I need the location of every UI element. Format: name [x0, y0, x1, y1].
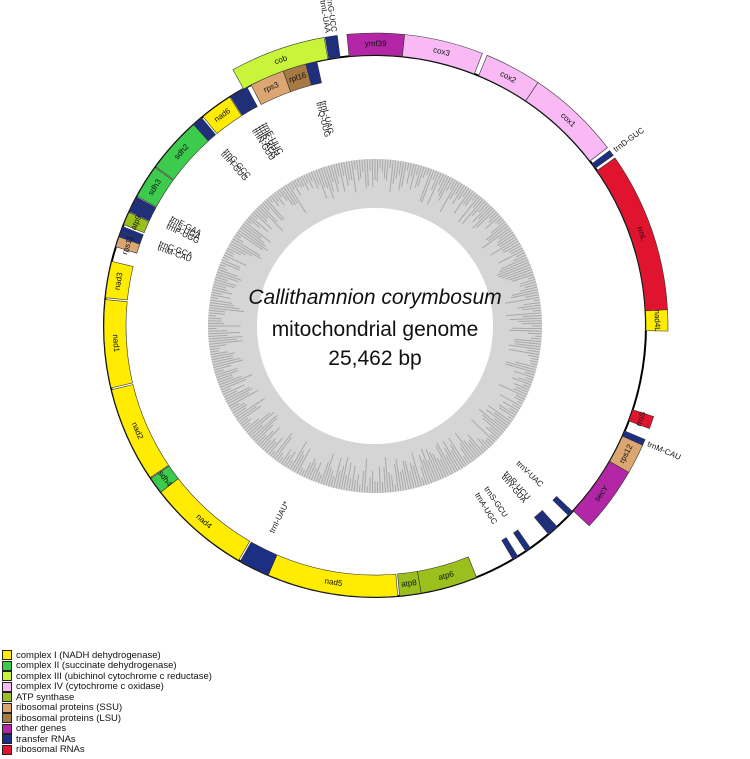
gene-block-rrnl: [596, 157, 668, 312]
gene-block-trng-gcc: [197, 117, 217, 139]
gene-block-nad5: [267, 554, 399, 598]
gene-label-17: atp8: [401, 578, 418, 589]
gene-block-nad2: [111, 384, 169, 478]
gene-label-6: nad4L: [653, 309, 662, 332]
legend-swatch: [2, 744, 12, 755]
gene-label-19: trnI-UAU*: [268, 500, 291, 535]
gene-label-24: nad3: [113, 271, 125, 291]
legend-entry: complex II (succinate dehydrogenase): [2, 660, 212, 672]
gene-block-trns-gcu: [513, 529, 531, 552]
gene-block-nad3: [105, 260, 134, 301]
gene-block-secy: [572, 461, 630, 527]
legend-label: complex I (NADH dehydrogenase): [16, 649, 161, 661]
gene-block-trna-ugc: [501, 537, 519, 560]
legend-entry: transfer RNAs: [2, 734, 212, 745]
gc-ring-inner: [257, 208, 493, 444]
legend-swatch: [2, 681, 12, 692]
gene-label-4: trnD-GUC: [612, 126, 646, 154]
gc-profile-bars: [207, 158, 543, 494]
gene-block-atp9: [123, 211, 150, 234]
legend-swatch: [2, 692, 12, 703]
gene-block-nad1: [103, 299, 133, 389]
gene-block-sdh3: [136, 167, 174, 208]
legend: complex I (NADH dehydrogenase) complex II…: [2, 650, 212, 755]
gene-label-0: ymf39: [365, 39, 387, 48]
gene-block-trnv-uac: [552, 496, 573, 517]
gene-track: [103, 32, 669, 598]
gene-block-rrns: [628, 409, 655, 429]
legend-entry: complex IV (cytochrome c oxidase): [2, 681, 212, 693]
gene-label-16: atp6: [437, 569, 455, 582]
gene-block-sdh4: [150, 465, 179, 493]
legend-swatch: [2, 734, 12, 745]
gc-content-ring: [207, 158, 543, 494]
gene-label-45: cob: [273, 53, 289, 66]
species-name: Callithamnion corymbosum: [248, 286, 502, 309]
gene-block-trnm-cau: [118, 231, 142, 245]
legend-entry: complex III (ubichinol cytochrome c redu…: [2, 671, 212, 682]
gene-block-nad6: [202, 96, 242, 135]
gene-label-23: nad1: [111, 334, 121, 353]
legend-swatch: [2, 650, 12, 661]
legend-entry: other genes: [2, 723, 212, 735]
gene-block-nad4l: [645, 309, 669, 332]
genome-type: mitochondrial genome: [271, 318, 479, 341]
gene-label-18: nad5: [324, 576, 344, 588]
legend-label: ribosomal proteins (SSU): [16, 702, 123, 714]
legend-label: ribosomal proteins (LSU): [16, 712, 122, 724]
legend-label: ATP synthase: [16, 691, 75, 703]
legend-swatch: [2, 702, 12, 713]
gene-block-cox1: [525, 82, 608, 162]
gene-block-trnf-gaa: [133, 196, 157, 213]
gene-block-trny-gua: [533, 513, 554, 535]
legend-swatch: [2, 660, 12, 671]
gene-block-trnc-gca: [120, 226, 144, 240]
gene-block-atp8: [397, 571, 422, 597]
legend-label: other genes: [16, 723, 67, 735]
legend-entry: complex I (NADH dehydrogenase): [2, 650, 212, 661]
legend-swatch: [2, 723, 12, 734]
legend-swatch: [2, 713, 12, 724]
gene-block-trni-uau-: [239, 541, 278, 576]
legend-swatch: [2, 671, 12, 682]
genome-length: 25,462 bp: [328, 347, 422, 370]
legend-label: transfer RNAs: [16, 733, 76, 745]
legend-label: ribosomal RNAs: [16, 744, 85, 756]
legend-entry: ribosomal proteins (SSU): [2, 702, 212, 714]
gene-block-trns-uga: [131, 201, 154, 217]
legend-label: complex III (ubichinol cytochrome c redu…: [16, 670, 212, 682]
gene-label-1: cox3: [432, 45, 451, 58]
gene-block-trnd-guc: [591, 150, 614, 169]
gene-block-cob: [232, 37, 329, 90]
legend-label: complex IV (cytochrome c oxidase): [16, 681, 164, 693]
legend-entry: ribosomal RNAs: [2, 744, 212, 756]
legend-entry: ribosomal proteins (LSU): [2, 713, 212, 724]
legend-entry: ATP synthase: [2, 692, 212, 703]
gene-block-cox3: [402, 34, 483, 75]
legend-label: complex II (succinate dehydrogenase): [16, 660, 177, 672]
gene-block-trng-ucc: [330, 35, 341, 59]
gene-label-8: trnM-CAU: [646, 440, 682, 462]
